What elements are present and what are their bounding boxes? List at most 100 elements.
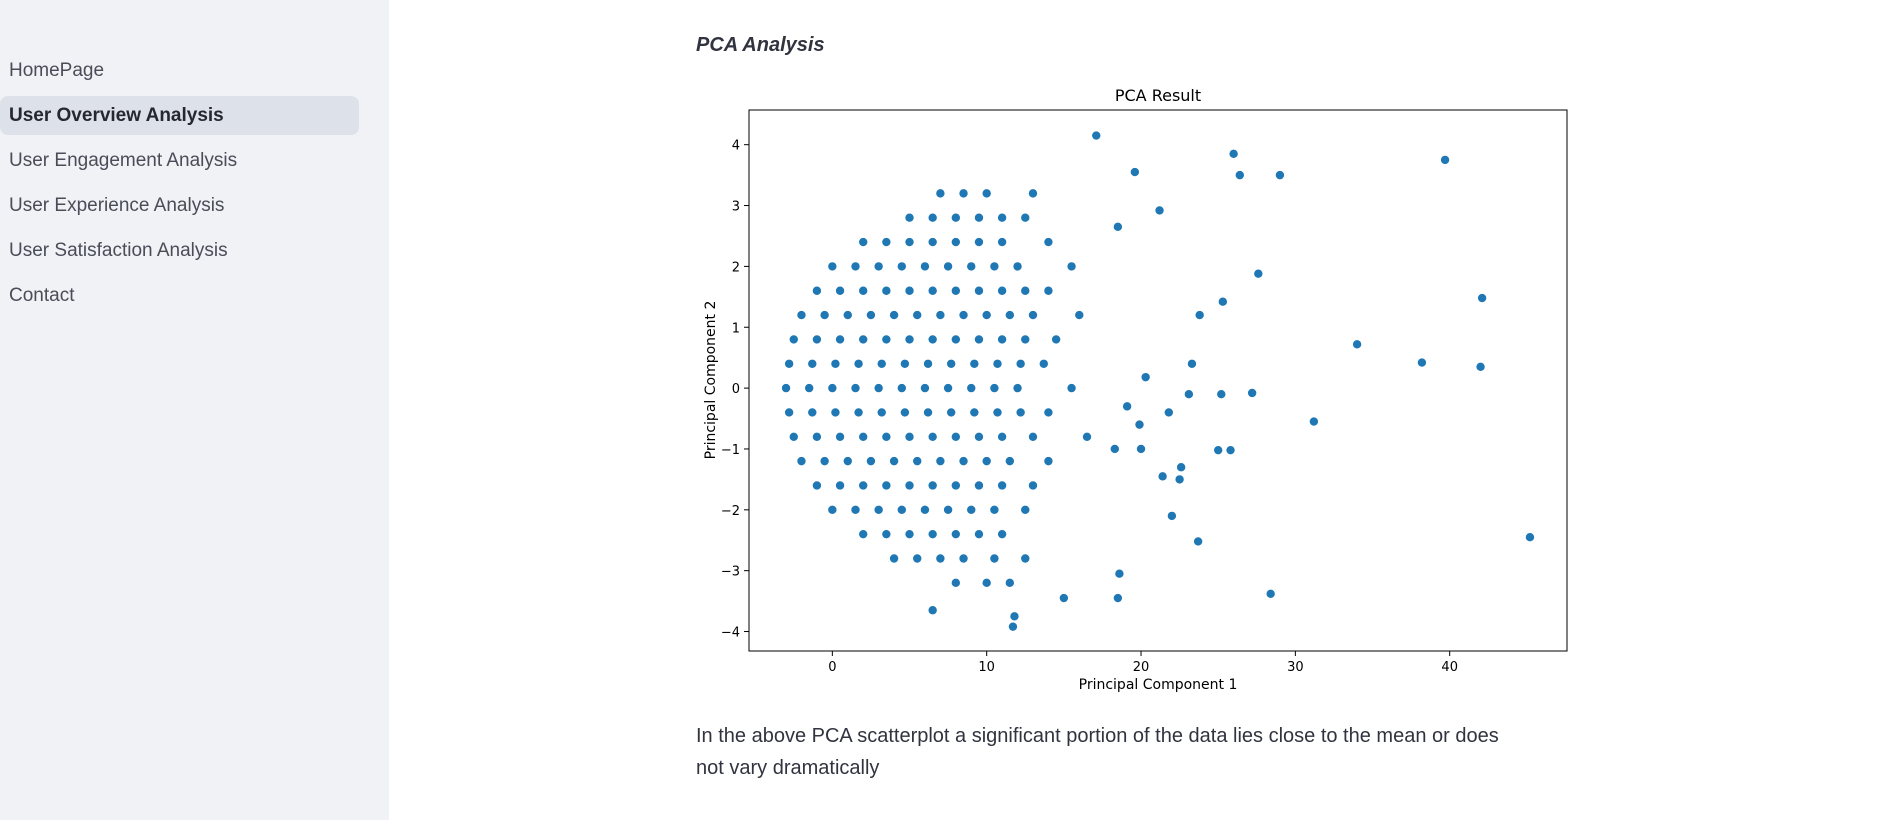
point — [927, 480, 938, 491]
point — [1043, 237, 1054, 248]
point — [1163, 407, 1174, 418]
point — [1140, 372, 1151, 383]
point — [912, 310, 923, 321]
point — [784, 358, 795, 369]
point — [919, 504, 930, 515]
point — [881, 431, 892, 442]
point — [1027, 188, 1038, 199]
point — [946, 358, 957, 369]
point — [1213, 445, 1224, 456]
point — [989, 261, 1000, 272]
point — [899, 358, 910, 369]
nav-link[interactable]: User Overview Analysis — [0, 96, 359, 135]
point — [889, 456, 900, 467]
point — [835, 285, 846, 296]
point — [811, 285, 822, 296]
x-tick-label: 10 — [978, 660, 995, 675]
nav-link[interactable]: HomePage — [9, 60, 105, 81]
point — [1174, 474, 1185, 485]
point — [943, 383, 954, 394]
point — [989, 553, 1000, 564]
point — [1122, 401, 1133, 412]
point — [997, 212, 1008, 223]
point — [981, 188, 992, 199]
point — [1020, 334, 1031, 345]
point — [1109, 443, 1120, 454]
point — [1004, 456, 1015, 467]
y-tick-label: −1 — [721, 443, 740, 458]
point — [1015, 407, 1026, 418]
point — [807, 407, 818, 418]
point — [927, 285, 938, 296]
point — [992, 407, 1003, 418]
point — [950, 431, 961, 442]
point — [1228, 148, 1239, 159]
point — [904, 212, 915, 223]
point — [811, 431, 822, 442]
point — [973, 334, 984, 345]
point — [1091, 130, 1102, 141]
point — [1234, 170, 1245, 181]
point — [919, 383, 930, 394]
point — [1134, 419, 1145, 430]
point — [876, 407, 887, 418]
description: In the above PCA scatterplot a significa… — [696, 725, 1499, 779]
point — [827, 504, 838, 515]
point — [881, 480, 892, 491]
point — [927, 212, 938, 223]
point — [997, 431, 1008, 442]
point — [830, 407, 841, 418]
point — [1216, 389, 1227, 400]
point — [1043, 456, 1054, 467]
point — [973, 212, 984, 223]
point — [1183, 389, 1194, 400]
point — [1166, 510, 1177, 521]
point — [935, 553, 946, 564]
point — [923, 358, 934, 369]
point — [1475, 361, 1486, 372]
point — [927, 334, 938, 345]
point — [973, 237, 984, 248]
point — [889, 553, 900, 564]
point — [989, 383, 1000, 394]
y-tick-label: −3 — [721, 565, 740, 580]
point — [876, 358, 887, 369]
point — [1004, 577, 1015, 588]
point — [858, 237, 869, 248]
nav-link[interactable]: Contact — [9, 285, 75, 306]
point — [1225, 445, 1236, 456]
point — [1066, 261, 1077, 272]
point — [881, 529, 892, 540]
point — [1038, 358, 1049, 369]
point — [966, 504, 977, 515]
point — [973, 285, 984, 296]
point — [935, 188, 946, 199]
point — [1020, 212, 1031, 223]
point — [943, 504, 954, 515]
point — [1186, 358, 1197, 369]
y-tick-label: 3 — [732, 200, 740, 215]
chart: PCA Result Principal Component 1 Princip… — [703, 86, 1568, 693]
nav-link[interactable]: User Engagement Analysis — [9, 150, 238, 171]
point — [973, 529, 984, 540]
point — [850, 261, 861, 272]
point — [873, 261, 884, 272]
point — [997, 285, 1008, 296]
nav-link[interactable]: User Experience Analysis — [9, 195, 225, 216]
y-tick-label: 0 — [732, 382, 740, 397]
point — [1247, 387, 1258, 398]
point — [804, 383, 815, 394]
point — [950, 529, 961, 540]
point — [973, 480, 984, 491]
point — [923, 407, 934, 418]
point — [881, 285, 892, 296]
point — [981, 310, 992, 321]
point — [1043, 407, 1054, 418]
point — [858, 334, 869, 345]
y-tick-label: 1 — [732, 321, 740, 336]
nav-link[interactable]: User Satisfaction Analysis — [9, 240, 228, 261]
point — [811, 480, 822, 491]
point — [881, 237, 892, 248]
point — [819, 310, 830, 321]
point — [835, 480, 846, 491]
